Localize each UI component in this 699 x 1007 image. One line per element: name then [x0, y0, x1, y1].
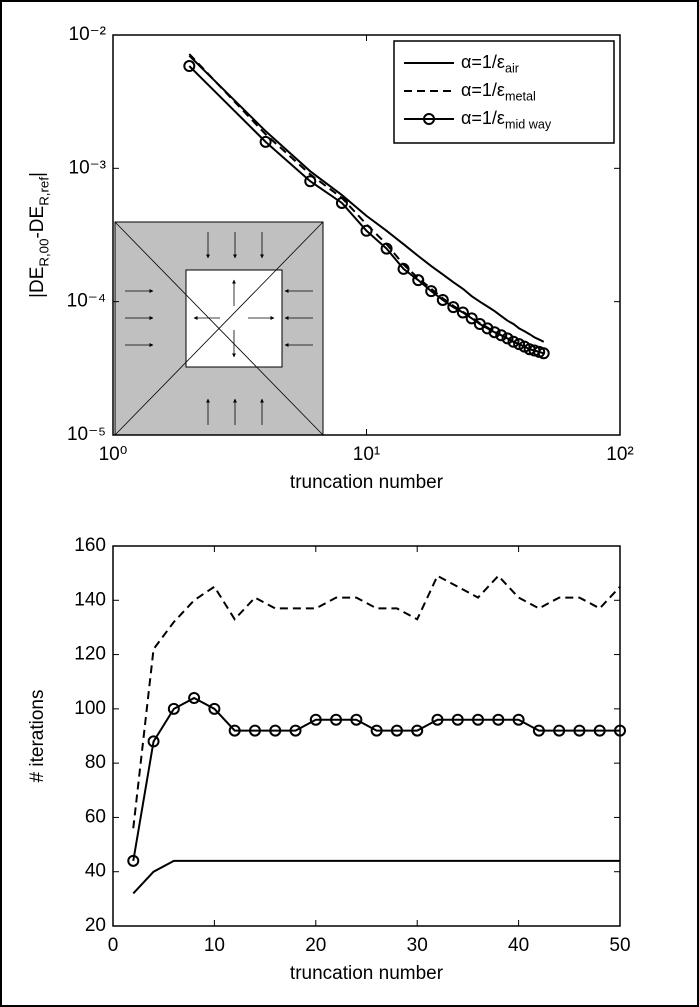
data-point	[208, 702, 221, 715]
y-axis-label: |DER,00-DER,ref|	[27, 172, 51, 298]
data-point	[335, 196, 348, 209]
x-tick-label: 40	[508, 935, 529, 956]
y-tick-label: 140	[74, 589, 106, 610]
x-tick-label: 30	[407, 935, 428, 956]
data-point	[390, 724, 403, 737]
data-point	[188, 692, 201, 704]
y-tick-label: 10⁻⁴	[67, 291, 106, 312]
data-point	[532, 724, 545, 737]
y-tick-label: 10⁻³	[69, 157, 107, 178]
data-point	[269, 724, 282, 737]
x-tick-label: 20	[305, 935, 326, 956]
x-axis-label: truncation number	[290, 963, 444, 984]
x-tick-label: 10¹	[353, 444, 380, 465]
data-point	[495, 329, 508, 342]
label-part: # iterations	[27, 690, 48, 783]
label-part: α=1/ε	[461, 108, 505, 128]
y-tick-label: 10⁻⁵	[67, 424, 106, 445]
label-part: α=1/ε	[461, 52, 505, 72]
data-point	[350, 713, 363, 726]
data-point	[447, 301, 460, 314]
series-line	[132, 696, 620, 862]
data-point	[411, 724, 424, 737]
legend-label: α=1/εair	[461, 52, 519, 76]
x-tick-label: 0	[108, 935, 119, 956]
label-part: |DE	[27, 267, 48, 298]
data-point	[593, 724, 606, 737]
data-point	[370, 724, 383, 737]
y-tick-label: 60	[85, 806, 106, 827]
y-tick-label: 80	[85, 752, 106, 773]
subscript: R,ref	[36, 177, 51, 206]
data-point	[512, 713, 525, 726]
data-point	[425, 285, 438, 298]
data-point	[507, 335, 520, 348]
data-point	[472, 713, 485, 726]
data-point	[248, 724, 261, 737]
data-point	[289, 724, 302, 737]
y-axis-label: # iterations	[27, 690, 48, 783]
legend-marker	[423, 113, 435, 125]
data-point	[451, 713, 464, 726]
data-point	[127, 854, 140, 867]
data-point	[304, 175, 317, 188]
subscript: R,00	[36, 239, 51, 267]
x-tick-label: 10²	[606, 444, 633, 465]
subscript: mid way	[505, 118, 552, 132]
data-point	[614, 724, 626, 737]
data-point	[380, 242, 393, 255]
data-point	[456, 306, 469, 319]
data-point	[537, 347, 550, 360]
x-tick-label: 10	[204, 935, 225, 956]
label-part: α=1/ε	[461, 80, 505, 100]
data-point	[501, 332, 514, 345]
data-point	[228, 724, 241, 737]
subscript: air	[505, 62, 519, 76]
x-tick-label: 50	[609, 935, 630, 956]
data-point	[259, 135, 272, 148]
data-point	[436, 293, 449, 306]
y-tick-label: 100	[74, 698, 106, 719]
series-line	[132, 859, 620, 895]
series-line	[188, 54, 545, 343]
legend-label: α=1/εmid way	[461, 108, 552, 132]
inset-diagram	[114, 221, 324, 436]
x-axis-label: truncation number	[290, 472, 444, 493]
subscript: metal	[505, 90, 536, 104]
data-point	[553, 724, 566, 737]
y-tick-label: 120	[74, 644, 106, 665]
data-point	[183, 60, 196, 73]
data-point	[360, 224, 373, 237]
y-tick-label: 40	[85, 861, 106, 882]
y-tick-label: 10⁻²	[69, 24, 107, 45]
data-point	[330, 713, 343, 726]
data-point	[431, 713, 444, 726]
data-point	[147, 735, 160, 748]
legend-label: α=1/εmetal	[461, 80, 536, 104]
label-part: -DE	[27, 206, 48, 239]
y-tick-label: 20	[85, 915, 106, 936]
data-point	[412, 274, 425, 287]
y-tick-label: 160	[74, 535, 106, 556]
data-point	[492, 713, 505, 726]
x-tick-label: 10⁰	[99, 444, 128, 465]
data-point	[309, 713, 322, 726]
data-point	[397, 262, 410, 275]
data-point	[573, 724, 586, 737]
data-point	[465, 312, 478, 325]
data-point	[488, 326, 501, 339]
data-point	[167, 702, 180, 715]
label-part: |	[27, 172, 48, 177]
